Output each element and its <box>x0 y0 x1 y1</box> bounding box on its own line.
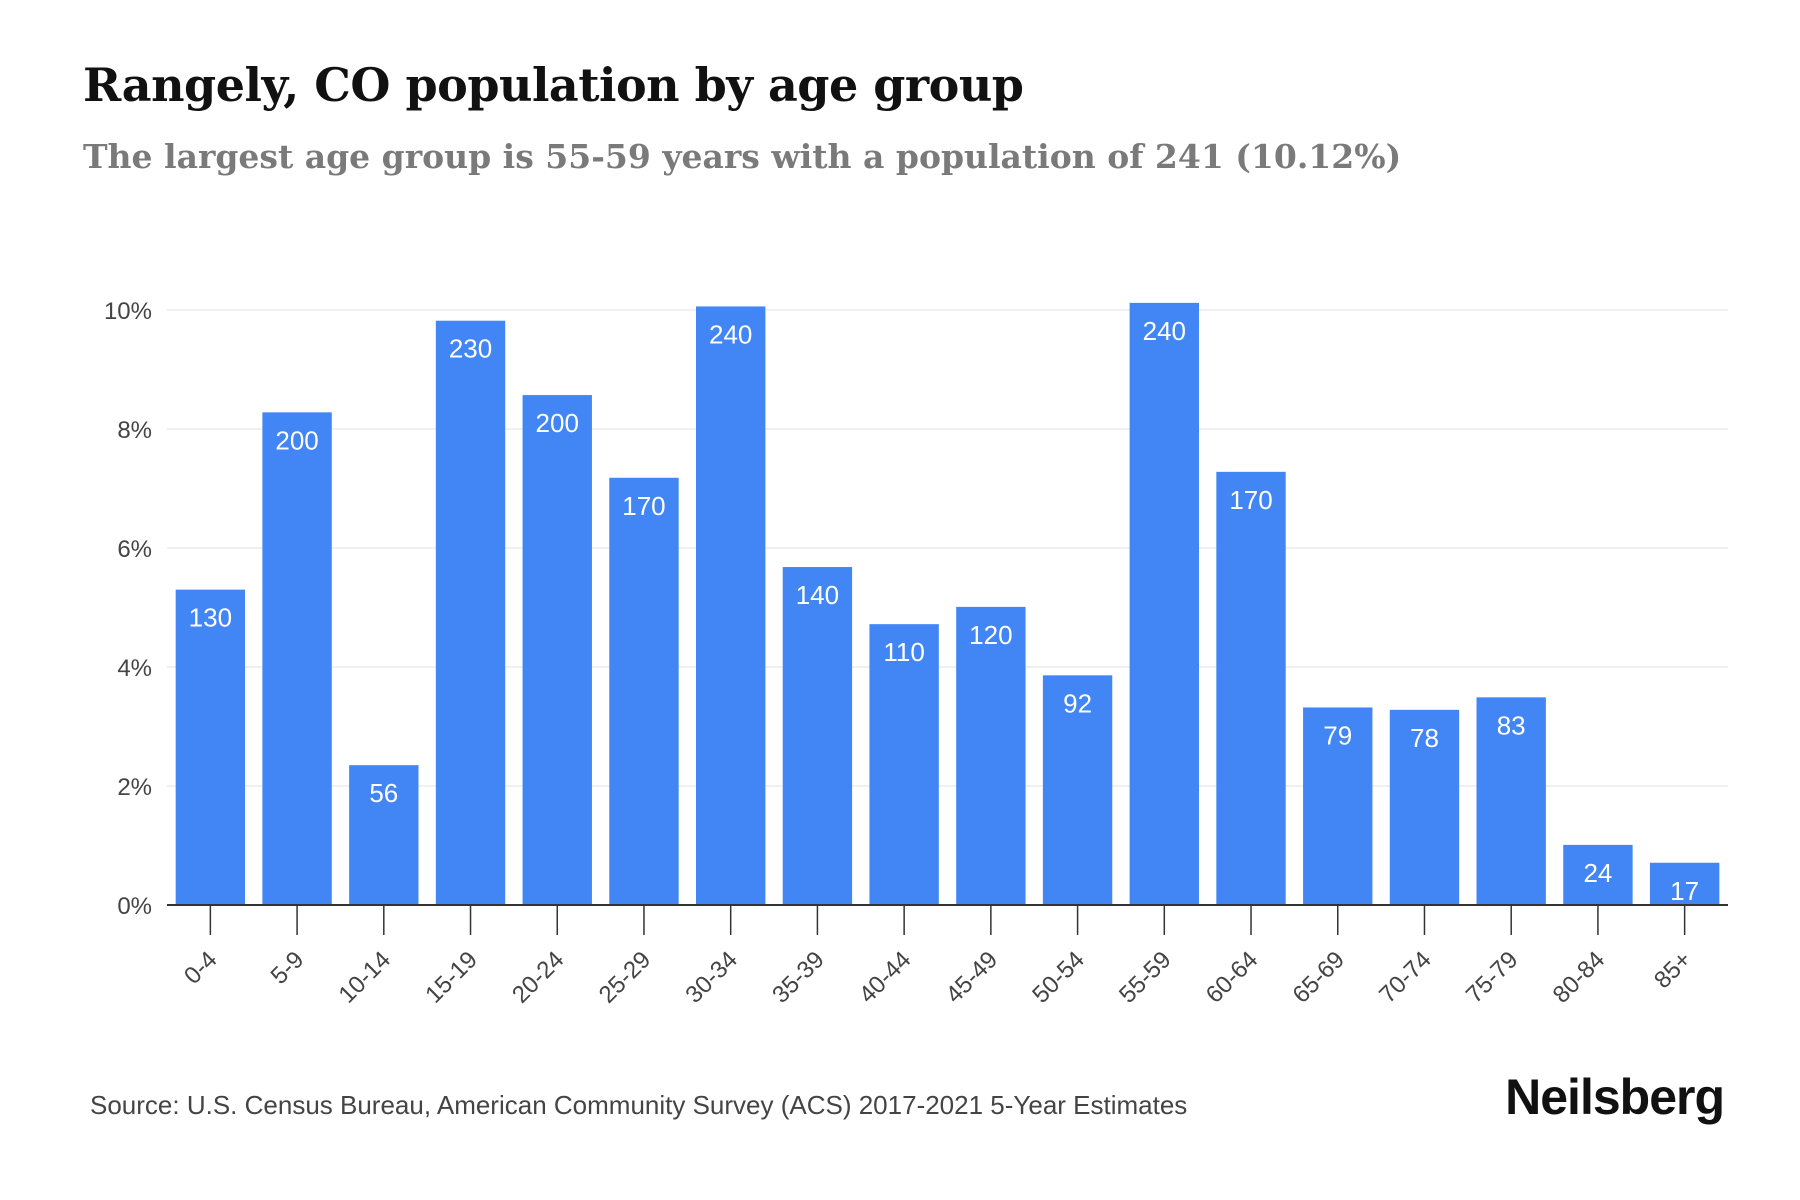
bar-80-84 <box>1563 844 1633 905</box>
x-tick-label: 70-74 <box>1374 946 1437 1009</box>
bar-75-79 <box>1476 697 1546 905</box>
bar-value-label: 170 <box>622 491 665 521</box>
y-tick-label: 4% <box>117 655 152 682</box>
bar-value-label: 230 <box>449 334 492 364</box>
x-tick-label: 30-34 <box>680 946 743 1009</box>
bar-value-label: 92 <box>1063 688 1092 718</box>
x-tick-label: 25-29 <box>594 946 657 1009</box>
source-note: Source: U.S. Census Bureau, American Com… <box>90 1090 1188 1120</box>
x-tick-label: 40-44 <box>854 946 917 1009</box>
bar-value-label: 140 <box>796 580 839 610</box>
bar-85+ <box>1649 862 1720 905</box>
bar-15-19 <box>435 320 506 906</box>
gridlines <box>167 309 1728 787</box>
x-tick-label: 80-84 <box>1548 946 1611 1009</box>
x-tick-label: 85+ <box>1649 946 1697 994</box>
bar-45-49 <box>956 606 1026 905</box>
bar-value-label: 17 <box>1670 876 1699 906</box>
x-tick-label: 65-69 <box>1287 946 1350 1009</box>
bar-55-59 <box>1129 302 1199 905</box>
x-tick-label: 0-4 <box>179 946 223 990</box>
bar-value-label: 56 <box>369 778 398 808</box>
x-tick-label: 20-24 <box>507 946 570 1009</box>
bar-value-label: 78 <box>1410 723 1439 753</box>
bar-value-label: 240 <box>1143 316 1186 346</box>
brand-logo: Neilsberg <box>1505 1069 1725 1125</box>
bar-value-label: 240 <box>709 319 752 349</box>
x-tick-label: 35-39 <box>767 946 830 1009</box>
x-tick-label: 45-49 <box>941 946 1004 1009</box>
y-tick-label: 10% <box>104 298 152 325</box>
x-tick-label: 55-59 <box>1114 946 1177 1009</box>
bar-value-label: 130 <box>189 603 232 633</box>
x-tick-label: 50-54 <box>1027 946 1090 1009</box>
y-tick-label: 0% <box>117 893 152 920</box>
bar-value-label: 79 <box>1323 720 1352 750</box>
bars: 130 200 56 230 200 170 240 140 110 120 92 240 170 79 7… <box>175 302 1720 906</box>
x-tick-label: 15-19 <box>420 946 483 1009</box>
bar-5-9 <box>262 412 332 905</box>
bar-30-34 <box>696 306 766 905</box>
bar-value-label: 83 <box>1497 710 1526 740</box>
bar-65-69 <box>1303 707 1373 905</box>
bar-0-4 <box>175 589 246 905</box>
bar-value-label: 120 <box>969 620 1012 650</box>
bar-70-74 <box>1389 709 1460 905</box>
bar-value-label: 200 <box>536 408 579 438</box>
bar-25-29 <box>609 477 679 905</box>
x-tick-label: 10-14 <box>334 946 397 1009</box>
x-tick-label: 75-79 <box>1461 946 1524 1009</box>
bar-20-24 <box>522 395 592 905</box>
bar-value-label: 24 <box>1583 858 1612 888</box>
chart-title: Rangely, CO population by age group <box>83 58 1024 112</box>
bar-60-64 <box>1216 471 1286 905</box>
bar-40-44 <box>869 624 939 905</box>
x-tick-label: 60-64 <box>1201 946 1264 1009</box>
y-tick-label: 8% <box>117 417 152 444</box>
bar-value-label: 170 <box>1229 485 1272 515</box>
chart-subtitle: The largest age group is 55-59 years wit… <box>83 137 1402 176</box>
bar-10-14 <box>349 765 419 905</box>
bar-35-39 <box>782 567 853 905</box>
bar-value-label: 110 <box>883 637 924 667</box>
bar-50-54 <box>1042 675 1113 905</box>
y-tick-label: 2% <box>117 774 152 801</box>
y-tick-label: 6% <box>117 536 152 563</box>
bar-value-label: 200 <box>275 425 318 455</box>
x-tick-label: 5-9 <box>266 946 310 990</box>
